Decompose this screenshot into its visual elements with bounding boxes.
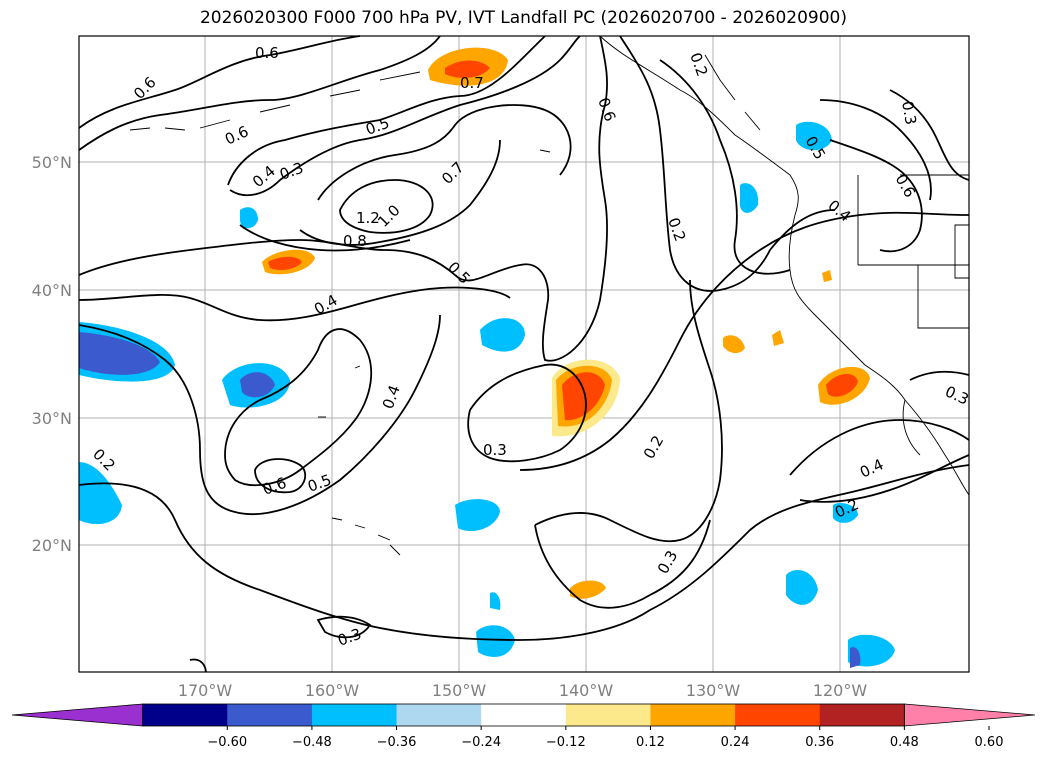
colorbar-segment (565, 704, 651, 726)
colorbar-tick-label: 0.36 (805, 735, 834, 750)
colorbar-segment (142, 704, 228, 726)
colorbar-tick-label: 0.60 (975, 735, 1004, 750)
colorbar-extend-min (11, 703, 144, 727)
colorbar-tick-label: −0.48 (292, 735, 332, 750)
contour-label: 0.6 (255, 44, 279, 62)
lon-label: 170°W (178, 681, 233, 700)
colorbar-tick-label: 0.48 (890, 735, 919, 750)
lon-label: 160°W (305, 681, 360, 700)
contour-label: 0.3 (898, 100, 920, 127)
colorbar-segment (227, 704, 313, 726)
longitude-labels: 170°W 160°W 150°W 140°W 130°W 120°W (178, 681, 868, 700)
lat-label: 30°N (32, 409, 72, 428)
map-title: 2026020300 F000 700 hPa PV, IVT Landfall… (199, 8, 847, 28)
colorbar-tick-label: 0.12 (636, 735, 665, 750)
colorbar-tick-label: −0.12 (546, 735, 586, 750)
contour-label: 1.2 (356, 209, 380, 227)
colorbar-tick-label: −0.60 (207, 735, 247, 750)
lat-label: 20°N (32, 536, 72, 555)
lon-label: 140°W (559, 681, 614, 700)
colorbar-tick-label: 0.24 (721, 735, 750, 750)
colorbar-tick-label: −0.36 (377, 735, 417, 750)
lat-label: 50°N (32, 153, 72, 172)
colorbar-segment (396, 704, 482, 726)
colorbar-segment (735, 704, 821, 726)
latitude-labels: 50°N 40°N 30°N 20°N (32, 153, 72, 555)
pv-contours (78, 35, 970, 673)
contour-label: 0.7 (460, 74, 484, 92)
lat-label: 40°N (32, 281, 72, 300)
colorbar-outline (142, 703, 905, 727)
contour-label: 0.8 (343, 232, 367, 250)
colorbar-segment (481, 704, 567, 726)
colorbar-segment (819, 704, 905, 726)
colorbar-segment (311, 704, 398, 726)
contour-label: 0.3 (483, 441, 507, 459)
colorbar-tick-label: −0.24 (461, 735, 501, 750)
colorbar: −0.60 −0.48 −0.36 −0.24 −0.12 0.12 0.24 0.36 0.4… (11, 703, 1036, 750)
map-frame (78, 35, 970, 673)
colorbar-extend-max (903, 703, 1036, 727)
lon-label: 120°W (813, 681, 868, 700)
colorbar-segment (650, 704, 736, 726)
map-area (78, 35, 970, 673)
lon-label: 150°W (432, 681, 487, 700)
negative-pv-shading (79, 121, 895, 668)
gridlines (79, 36, 969, 672)
lon-label: 130°W (686, 681, 741, 700)
